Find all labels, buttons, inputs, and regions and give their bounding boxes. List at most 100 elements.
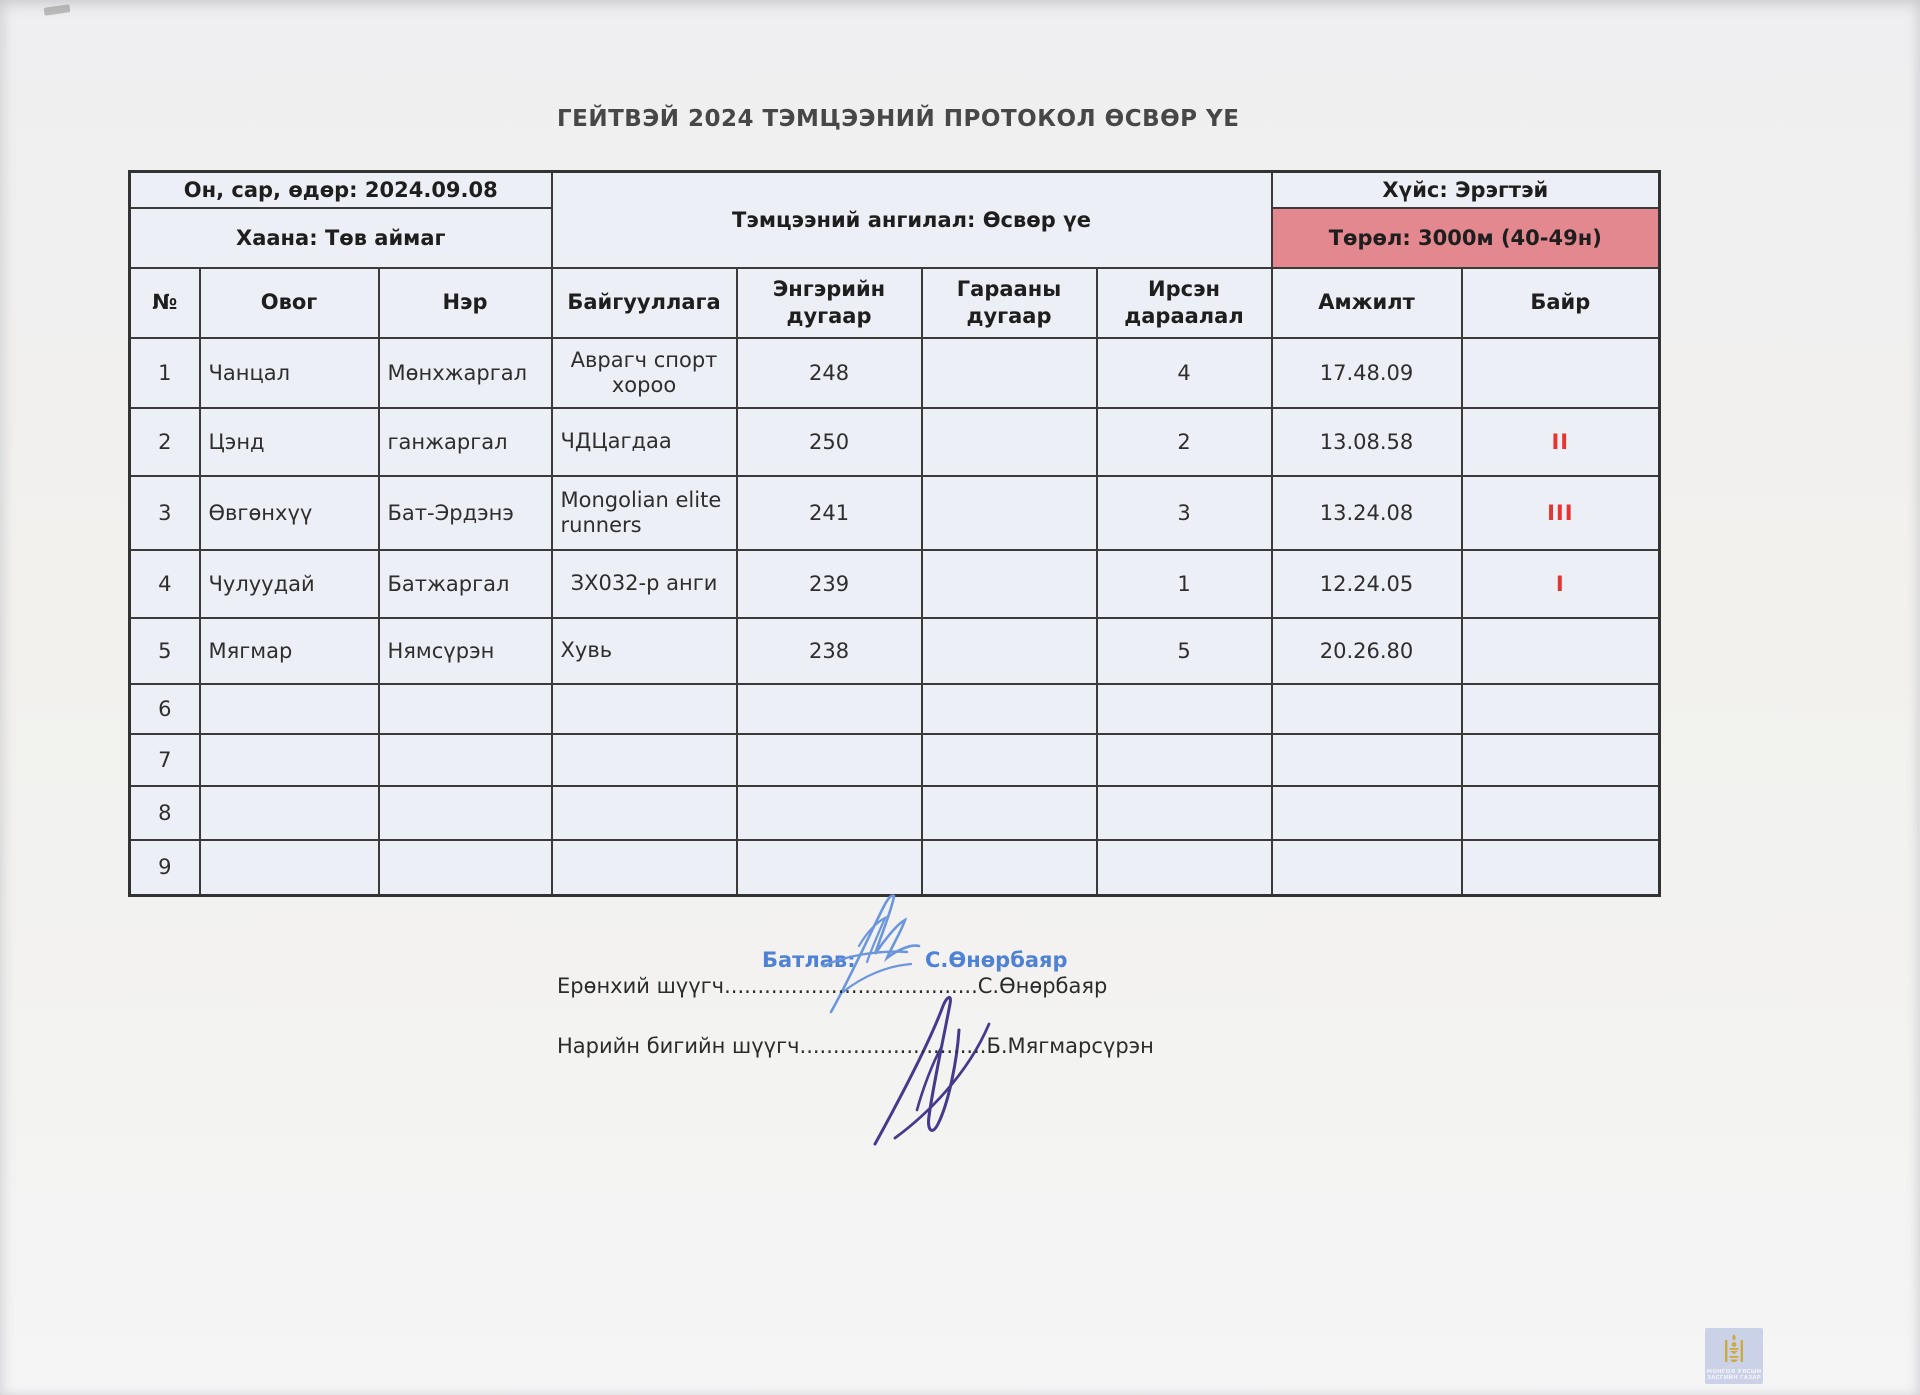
cell-no: 1 (128, 336, 201, 409)
col-surname: Овог (198, 266, 380, 339)
cell-name (377, 732, 553, 787)
cell-surname: Чулуудай (198, 548, 380, 619)
cell-bib (735, 732, 923, 787)
cell-name (377, 682, 553, 735)
cell-bib (735, 838, 923, 897)
cell-place: I (1460, 548, 1661, 619)
cell-surname: Чанцал (198, 336, 380, 409)
cell-no: 8 (128, 784, 201, 841)
meta-row-bottom: Хаана: Төв аймаг Төрөл: 3000м (40-49н) (128, 206, 1661, 269)
cell-start-no (920, 784, 1098, 841)
column-header-row: № Овог Нэр Байгууллага Энгэрийн дугаар Г… (128, 266, 1661, 339)
cell-arrival: 2 (1095, 406, 1273, 477)
cell-surname (198, 682, 380, 735)
table-row: 2 Цэнд ганжаргал ЧДЦагдаа 250 2 13.08.58… (128, 406, 1661, 477)
cell-place (1460, 784, 1661, 841)
table-row: 5 Мягмар Нямсүрэн Хувь 238 5 20.26.80 (128, 616, 1661, 685)
col-name: Нэр (377, 266, 553, 339)
cell-start-no (920, 474, 1098, 551)
cell-result (1270, 784, 1463, 841)
soyombo-icon (1722, 1328, 1746, 1369)
col-org: Байгууллага (550, 266, 738, 339)
table-row: 9 (128, 838, 1661, 897)
cell-bib: 239 (735, 548, 923, 619)
cell-arrival (1095, 838, 1273, 897)
col-arrival: Ирсэн дараалал (1095, 266, 1273, 339)
table-row: 3 Өвгөнхүү Бат-Эрдэнэ Mongolian elite ru… (128, 474, 1661, 551)
government-logo: МОНГОЛ УЛСЫН ЗАСГИЙН ГАЗАР (1705, 1328, 1763, 1384)
cell-surname: Цэнд (198, 406, 380, 477)
cell-result (1270, 838, 1463, 897)
cell-start-no (920, 682, 1098, 735)
gender-cell: Хүйс: Эрэгтэй (1270, 170, 1661, 209)
col-bib: Энгэрийн дугаар (735, 266, 923, 339)
chief-judge-line: Ерөнхий шүүгч...........................… (557, 974, 1108, 998)
location-cell: Хаана: Төв аймаг (128, 206, 553, 269)
cell-result: 17.48.09 (1270, 336, 1463, 409)
cell-surname: Мягмар (198, 616, 380, 685)
table-row: 4 Чулуудай Батжаргал ЗХ032-р анги 239 1 … (128, 548, 1661, 619)
cell-result (1270, 682, 1463, 735)
cell-org: ЗХ032-р анги (550, 548, 738, 619)
cell-start-no (920, 732, 1098, 787)
table-row: 6 (128, 682, 1661, 735)
meta-row-top: Он, сар, өдөр: 2024.09.08 Тэмцээний анги… (128, 170, 1661, 269)
cell-result: 20.26.80 (1270, 616, 1463, 685)
signature-block: Батлав: С.Өнөрбаяр Ерөнхий шүүгч........… (557, 894, 1257, 1160)
cell-no: 5 (128, 616, 201, 685)
cell-result (1270, 732, 1463, 787)
cell-org: Аврагч спорт хороо (550, 336, 738, 409)
cell-org: Хувь (550, 616, 738, 685)
cell-result: 12.24.05 (1270, 548, 1463, 619)
event-type-cell: Төрөл: 3000м (40-49н) (1270, 206, 1661, 269)
cell-bib (735, 682, 923, 735)
cell-place: II (1460, 406, 1661, 477)
cell-arrival (1095, 732, 1273, 787)
logo-text-line1: МОНГОЛ УЛСЫН (1706, 1369, 1762, 1375)
col-result: Амжилт (1270, 266, 1463, 339)
cell-place: III (1460, 474, 1661, 551)
cell-name: Нямсүрэн (377, 616, 553, 685)
scan-smudge (43, 4, 71, 16)
approved-name: С.Өнөрбаяр (925, 948, 1068, 972)
cell-no: 4 (128, 548, 201, 619)
cell-org (550, 682, 738, 735)
cell-start-no (920, 336, 1098, 409)
table-row: 7 (128, 732, 1661, 787)
signature-purple-ink (873, 996, 991, 1146)
cell-start-no (920, 616, 1098, 685)
cell-org: ЧДЦагдаа (550, 406, 738, 477)
category-cell: Тэмцээний ангилал: Өсвөр үе (550, 170, 1273, 269)
table-row: 8 (128, 784, 1661, 841)
cell-arrival: 5 (1095, 616, 1273, 685)
cell-result: 13.08.58 (1270, 406, 1463, 477)
cell-name (377, 784, 553, 841)
col-place: Байр (1460, 266, 1661, 339)
secretary-line: Нарийн бигийн шүүгч.....................… (557, 1034, 1154, 1058)
cell-org: Mongolian elite runners (550, 474, 738, 551)
cell-name: Батжаргал (377, 548, 553, 619)
cell-name: ганжаргал (377, 406, 553, 477)
cell-place (1460, 616, 1661, 685)
cell-bib (735, 784, 923, 841)
cell-start-no (920, 548, 1098, 619)
cell-result: 13.24.08 (1270, 474, 1463, 551)
cell-arrival (1095, 784, 1273, 841)
cell-org (550, 784, 738, 841)
logo-text-line2: ЗАСГИЙН ГАЗАР (1707, 1375, 1761, 1381)
cell-surname (198, 784, 380, 841)
cell-org (550, 732, 738, 787)
cell-surname: Өвгөнхүү (198, 474, 380, 551)
signature-blue-ink (821, 894, 921, 1014)
col-start-no: Гарааны дугаар (920, 266, 1098, 339)
cell-place (1460, 732, 1661, 787)
table-row: 1 Чанцал Мөнхжаргал Аврагч спорт хороо 2… (128, 336, 1661, 409)
cell-bib: 248 (735, 336, 923, 409)
cell-no: 2 (128, 406, 201, 477)
cell-no: 7 (128, 732, 201, 787)
cell-bib: 238 (735, 616, 923, 685)
cell-arrival: 1 (1095, 548, 1273, 619)
cell-surname (198, 732, 380, 787)
cell-surname (198, 838, 380, 897)
cell-place (1460, 838, 1661, 897)
